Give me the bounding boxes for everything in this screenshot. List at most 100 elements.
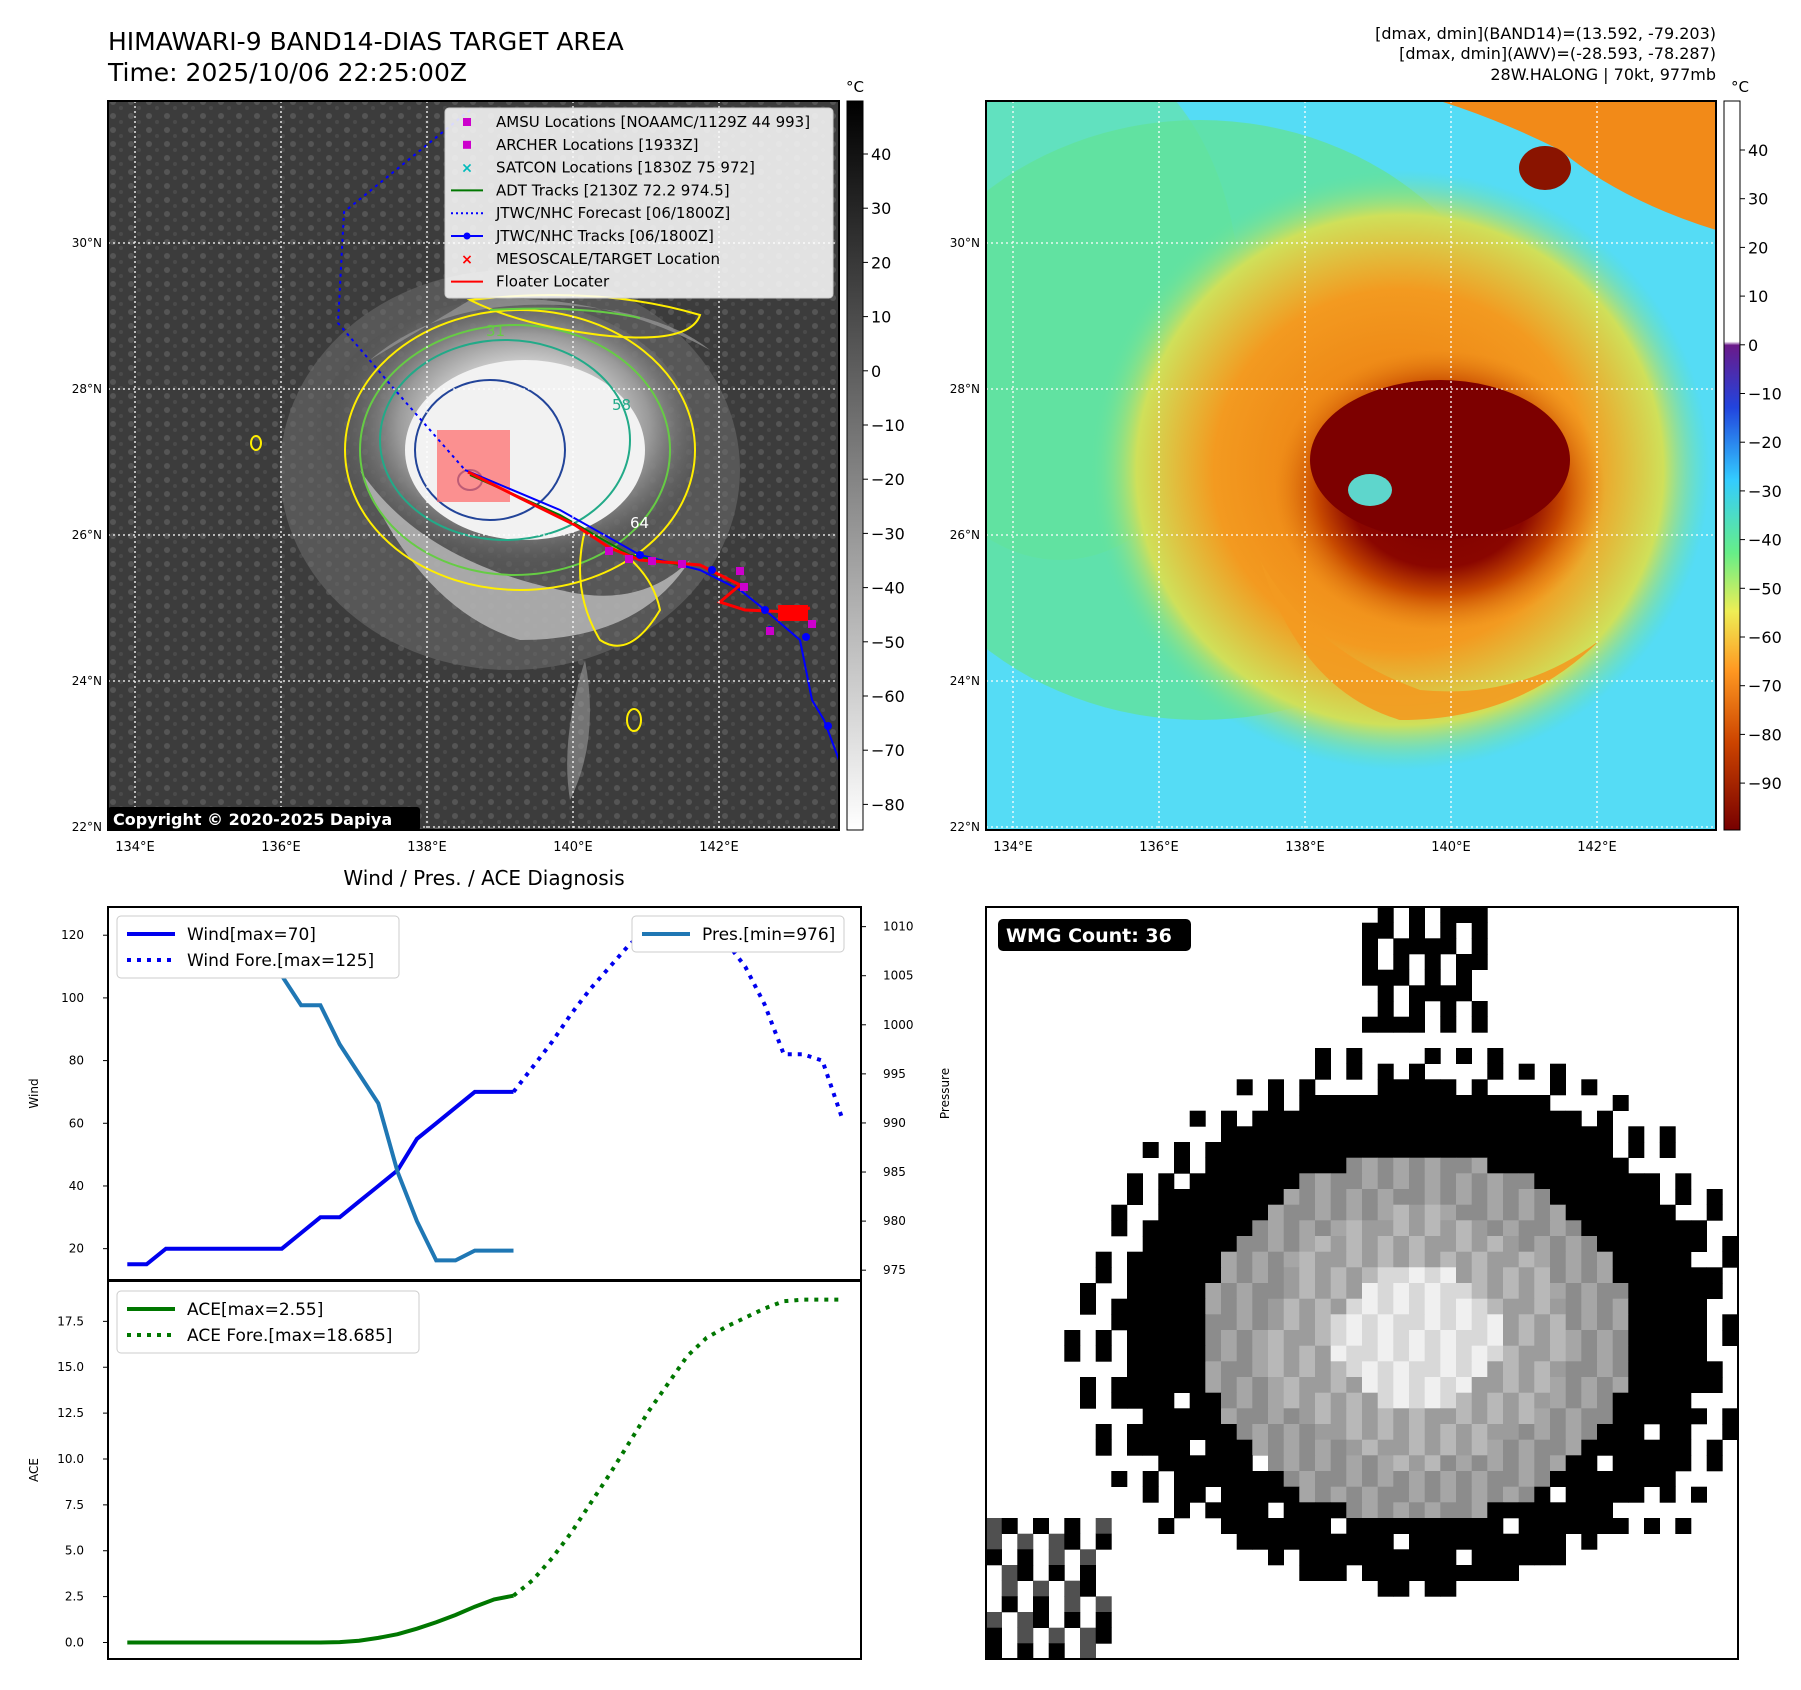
wmg-cell	[1252, 1361, 1269, 1378]
wmg-cell	[1346, 1267, 1363, 1284]
wmg-cell	[1236, 1471, 1253, 1487]
wmg-cell	[1581, 1502, 1598, 1519]
wmg-cell	[1330, 1486, 1347, 1503]
wmg-cell	[1550, 1220, 1566, 1237]
wmg-cell	[1268, 1283, 1284, 1299]
wmg-cell	[1189, 1392, 1206, 1409]
wmg-cell	[1393, 1220, 1410, 1237]
wmg-cell	[1612, 1189, 1629, 1205]
wmg-cell	[1127, 1283, 1143, 1299]
wmg-cell	[1503, 1283, 1519, 1299]
wmg-cell	[1268, 1251, 1284, 1268]
wmg-cell	[1377, 1502, 1394, 1519]
wmg-cell	[1487, 1283, 1504, 1299]
wmg-cell	[1174, 1189, 1190, 1205]
wmg-cell	[1330, 1220, 1347, 1237]
wmg-cell	[1236, 1518, 1253, 1534]
wmg-cell	[1268, 1408, 1284, 1425]
colorbar-tick-label: 40	[1748, 141, 1768, 160]
wmg-cell	[1174, 1408, 1190, 1425]
wmg-cell	[1221, 1424, 1237, 1440]
wmg-cell	[1409, 1377, 1425, 1393]
wmg-cell	[1377, 985, 1394, 1002]
wmg-cell	[1518, 1126, 1535, 1143]
wmg-cell	[1518, 1142, 1535, 1158]
wmg-cell	[1127, 1173, 1143, 1190]
wmg-cell	[1299, 1142, 1316, 1158]
wmg-cell	[1080, 1377, 1096, 1393]
wmg-cell	[1565, 1173, 1582, 1190]
chart-legend: Wind[max=70] Wind Fore.[max=125]	[116, 915, 400, 979]
wmg-cell	[1268, 1518, 1284, 1534]
wmg-cell	[1127, 1345, 1143, 1362]
wmg-cell	[1268, 1455, 1284, 1472]
wmg-cell	[1064, 1596, 1081, 1613]
wmg-cell	[1628, 1424, 1645, 1440]
chart-legend-box	[116, 1290, 420, 1354]
wmg-cell	[1080, 1565, 1096, 1581]
colorbar-tick-label: 30	[1748, 190, 1768, 209]
wmg-cell	[1659, 1471, 1676, 1487]
wmg-cell	[1706, 1439, 1723, 1456]
y-tick-label: 20	[69, 1242, 84, 1256]
wmg-cell	[1393, 954, 1410, 970]
wmg-cell	[1111, 1220, 1128, 1237]
wmg-cell	[1612, 1518, 1629, 1534]
wmg-cell	[1362, 1189, 1378, 1205]
wmg-cell	[1017, 1549, 1034, 1566]
wmg-cell	[1377, 1095, 1394, 1111]
wmg-cell	[1550, 1251, 1566, 1268]
wmg-cell	[1377, 1016, 1394, 1033]
wmg-cell	[1612, 1236, 1629, 1252]
lat-tick-label: 26°N	[950, 528, 980, 542]
wmg-cell	[1236, 1439, 1253, 1456]
wmg-cell	[1268, 1267, 1284, 1284]
wmg-cell	[1440, 1314, 1457, 1331]
wmg-cell	[1158, 1424, 1175, 1440]
wmg-cell	[1518, 1377, 1535, 1393]
wmg-cell	[1393, 1157, 1410, 1174]
wmg-cell	[1612, 1439, 1629, 1456]
wmg-cell	[1377, 907, 1394, 923]
wmg-cell	[1565, 1189, 1582, 1205]
wmg-cell	[1315, 1533, 1331, 1550]
wmg-cell	[1377, 1565, 1394, 1581]
wmg-cell	[1330, 1157, 1347, 1174]
wmg-cell	[1205, 1392, 1222, 1409]
wmg-cell	[1362, 954, 1378, 970]
colorbar-tick-label: −30	[1748, 482, 1782, 501]
wmg-cell	[1299, 1157, 1316, 1174]
wmg-cell	[1659, 1204, 1676, 1221]
wmg-cell	[1299, 1189, 1316, 1205]
wmg-cell	[1362, 1377, 1378, 1393]
wmg-cell	[1565, 1157, 1582, 1174]
wmg-cell	[1236, 1345, 1253, 1362]
wmg-cell	[1221, 1283, 1237, 1299]
wmg-cell	[1659, 1361, 1676, 1378]
wmg-cell	[1080, 1283, 1096, 1299]
wmg-cell	[1252, 1486, 1269, 1503]
wmg-cell	[1612, 1424, 1629, 1440]
wmg-cell	[1424, 1377, 1441, 1393]
wmg-cell	[1174, 1345, 1190, 1362]
wmg-cell	[1675, 1377, 1692, 1393]
wmg-cell	[1424, 954, 1441, 970]
wmg-cell	[1456, 1424, 1472, 1440]
wmg-cell	[1518, 1424, 1535, 1440]
wmg-cell	[1189, 1361, 1206, 1378]
wmg-cell	[1252, 1392, 1269, 1409]
wmg-cell	[1550, 1361, 1566, 1378]
wmg-cell	[1581, 1471, 1598, 1487]
wmg-cell	[1424, 1424, 1441, 1440]
wmg-cell	[1612, 1345, 1629, 1362]
wmg-cell	[1221, 1439, 1237, 1456]
wmg-cell	[1534, 1549, 1551, 1566]
wmg-cell	[1424, 1314, 1441, 1331]
wmg-cell	[1456, 1204, 1472, 1221]
wmg-cell	[1675, 1267, 1692, 1284]
wmg-cell	[1362, 1502, 1378, 1519]
y-tick-label: 100	[61, 991, 84, 1005]
wmg-cell	[1362, 1157, 1378, 1174]
wmg-cell	[1565, 1361, 1582, 1378]
wmg-cell	[1659, 1283, 1676, 1299]
